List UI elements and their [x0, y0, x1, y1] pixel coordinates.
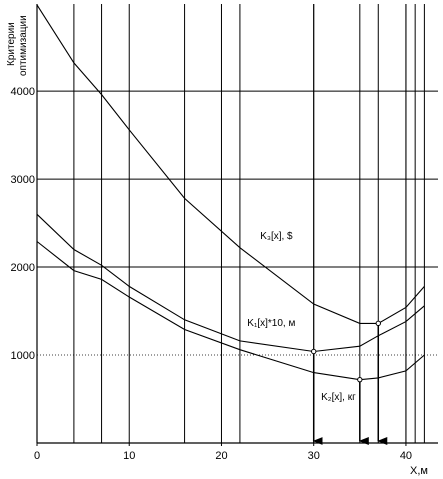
series-line-1: [36, 4, 425, 324]
x-tick-label: 10: [123, 450, 135, 462]
series-annotation: K₂[x], кг: [321, 392, 356, 403]
x-axis-label: X,м: [410, 465, 428, 477]
series-line-3: [36, 241, 425, 381]
series-annotation: K₃[x], $: [260, 231, 293, 242]
y-tick-label: 2000: [11, 262, 35, 274]
y-axis-label-line-2: оптимизации: [18, 15, 29, 76]
optimum-point: [311, 348, 317, 355]
optimum-point: [357, 376, 363, 383]
series-annotations: K₃[x], $ K₁[x]*10, м K₂[x], кг: [247, 231, 356, 403]
series-lines: [36, 4, 425, 381]
optimum-markers: [311, 320, 388, 445]
x-tick-label: 20: [215, 450, 227, 462]
y-tick-label: 3000: [11, 174, 35, 186]
optimum-point: [375, 320, 381, 327]
axes: [36, 4, 438, 444]
series-line-2: [36, 213, 425, 353]
tick-labels: 0 10 20 30 40 1000 2000 3000 4000: [11, 86, 413, 462]
x-tick-label: 30: [308, 450, 320, 462]
y-tick-label: 4000: [11, 86, 35, 98]
series-annotation: K₁[x]*10, м: [247, 318, 295, 329]
y-tick-label: 1000: [11, 350, 35, 362]
x-tick-label: 40: [400, 450, 412, 462]
x-tick-label: 0: [34, 450, 40, 462]
y-axis-label-line-1: Критерии: [6, 22, 17, 66]
